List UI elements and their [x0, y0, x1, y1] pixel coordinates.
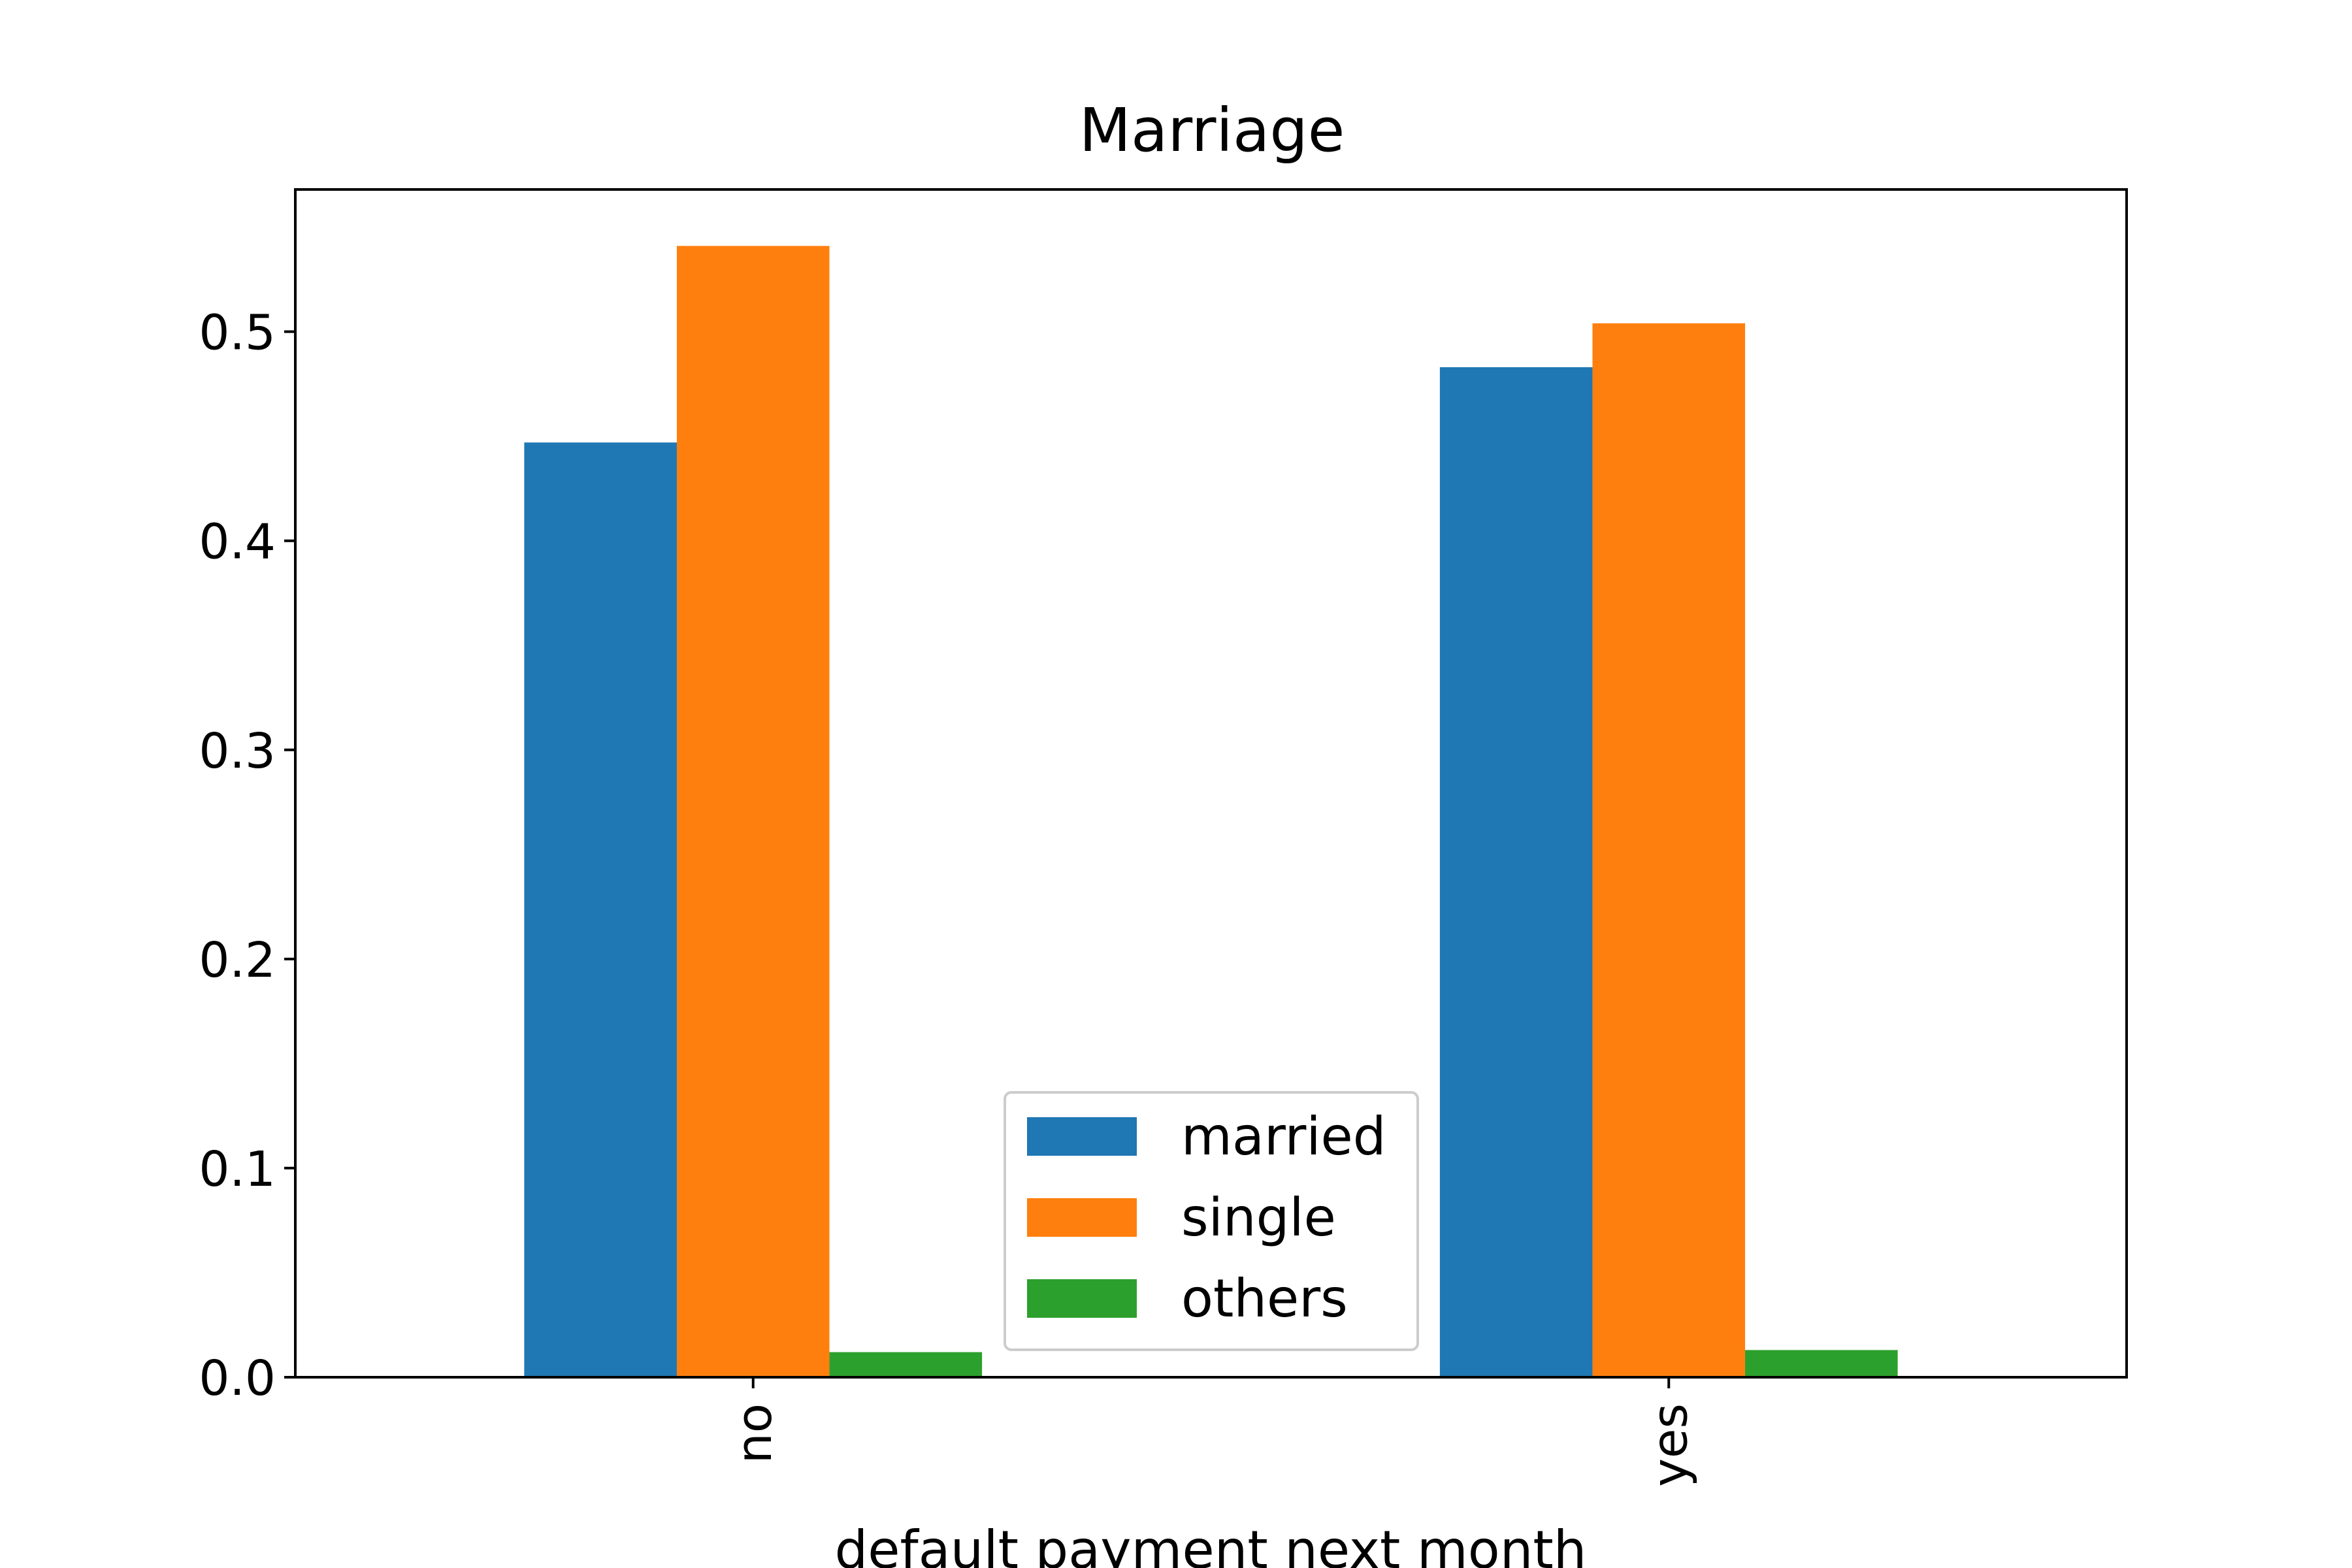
x-axis: no yes	[727, 1377, 1698, 1487]
legend-label-others: others	[1181, 1268, 1348, 1329]
x-tick-label-yes: yes	[1642, 1403, 1698, 1487]
bar-single-no	[676, 246, 830, 1377]
y-axis: 0.0 0.1 0.2 0.3 0.4 0.5	[199, 305, 295, 1407]
bars-layer	[524, 246, 1898, 1378]
legend: married single others	[1004, 1091, 1419, 1351]
bar-married-no	[524, 442, 677, 1377]
legend-swatch-others	[1027, 1279, 1137, 1318]
bar-single-yes	[1592, 323, 1746, 1378]
legend-swatch-married	[1027, 1117, 1137, 1156]
legend-label-married: married	[1181, 1106, 1386, 1167]
y-tick-label: 0.3	[199, 723, 276, 779]
y-tick-label: 0.4	[199, 514, 276, 570]
y-tick-label: 0.2	[199, 932, 276, 988]
legend-swatch-single	[1027, 1198, 1137, 1237]
legend-label-single: single	[1181, 1187, 1336, 1248]
y-tick-label: 0.1	[199, 1141, 276, 1198]
x-tick-label-no: no	[727, 1403, 783, 1463]
y-tick-label: 0.5	[199, 305, 276, 361]
y-tick-label: 0.0	[199, 1350, 276, 1407]
bar-married-yes	[1439, 367, 1593, 1377]
bar-others-yes	[1745, 1350, 1898, 1377]
chart-title: Marriage	[1079, 95, 1345, 165]
bar-others-no	[829, 1352, 983, 1377]
x-axis-label: default payment next month	[834, 1520, 1586, 1568]
plot-frame	[294, 188, 2128, 1379]
